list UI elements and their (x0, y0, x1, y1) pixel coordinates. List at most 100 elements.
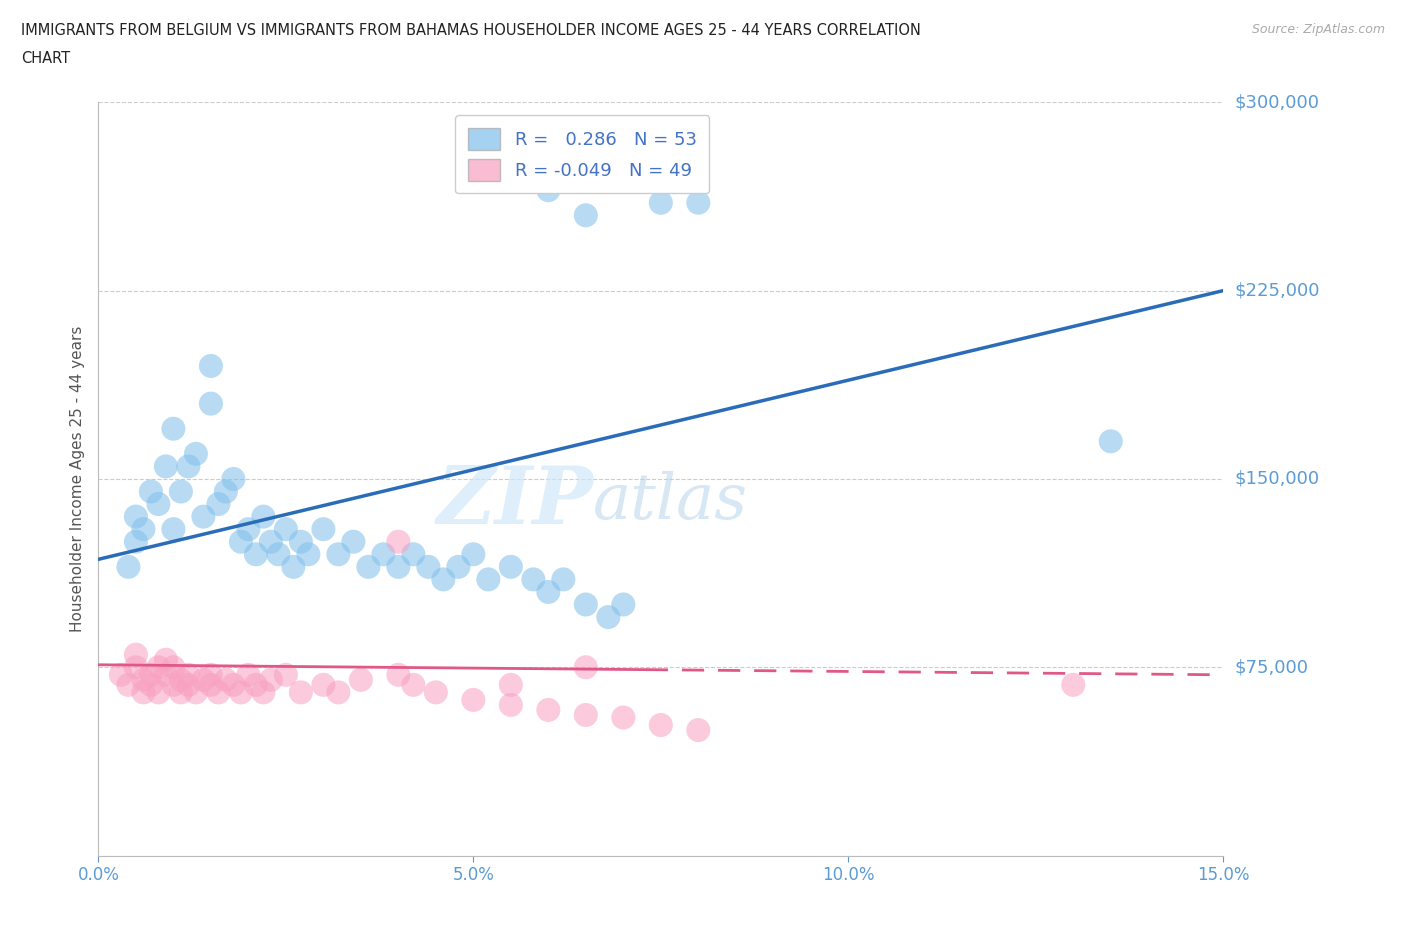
Point (139, 484, 162, 498)
Point (139, 677, 162, 692)
Point (229, 684, 252, 700)
Point (328, 547, 350, 562)
Point (387, 534, 409, 549)
Text: IMMIGRANTS FROM BELGIUM VS IMMIGRANTS FROM BAHAMAS HOUSEHOLDER INCOME AGES 25 - : IMMIGRANTS FROM BELGIUM VS IMMIGRANTS FR… (21, 23, 921, 38)
Point (432, 572, 454, 587)
Point (447, 559, 470, 574)
Point (238, 522, 260, 537)
Point (1099, 433, 1122, 449)
Point (200, 396, 222, 411)
Point (184, 446, 207, 461)
Point (170, 484, 193, 498)
Point (537, 702, 560, 717)
Point (350, 672, 373, 687)
Point (110, 668, 132, 683)
Point (162, 677, 184, 692)
Point (688, 723, 710, 737)
Point (155, 668, 177, 683)
Point (650, 718, 672, 733)
Point (222, 472, 245, 486)
Point (402, 677, 425, 692)
Point (148, 684, 170, 700)
Point (575, 660, 598, 675)
Point (267, 547, 290, 562)
Point (184, 684, 207, 700)
Point (155, 459, 177, 474)
Point (499, 559, 522, 574)
Point (148, 497, 170, 512)
Text: Source: ZipAtlas.com: Source: ZipAtlas.com (1251, 23, 1385, 36)
Point (132, 522, 155, 537)
Point (162, 660, 184, 675)
Point (132, 672, 155, 687)
Point (499, 698, 522, 712)
Point (575, 597, 598, 612)
Point (170, 684, 193, 700)
Point (245, 547, 267, 562)
Point (290, 684, 312, 700)
Point (245, 677, 267, 692)
Point (418, 559, 440, 574)
Point (387, 559, 409, 574)
Point (125, 660, 148, 675)
Point (162, 421, 184, 436)
Point (193, 672, 215, 687)
Point (238, 668, 260, 683)
Point (650, 195, 672, 210)
Text: $225,000: $225,000 (1234, 282, 1320, 299)
Point (260, 672, 283, 687)
Point (177, 677, 200, 692)
Point (274, 522, 297, 537)
Y-axis label: Householder Income Ages 25 - 44 years: Householder Income Ages 25 - 44 years (69, 326, 84, 632)
Point (274, 668, 297, 683)
Point (537, 182, 560, 198)
Point (215, 484, 238, 498)
Point (463, 693, 485, 708)
Point (125, 510, 148, 525)
Point (477, 572, 499, 587)
Point (139, 668, 162, 683)
Point (260, 534, 283, 549)
Point (357, 559, 380, 574)
Point (612, 711, 634, 725)
Point (283, 559, 305, 574)
Point (170, 672, 193, 687)
Point (612, 597, 634, 612)
Point (499, 677, 522, 692)
Point (312, 522, 335, 537)
Point (155, 652, 177, 667)
Point (207, 684, 229, 700)
Point (328, 684, 350, 700)
Point (125, 647, 148, 662)
Point (193, 510, 215, 525)
Point (575, 708, 598, 723)
Point (312, 677, 335, 692)
Point (537, 585, 560, 600)
Point (207, 497, 229, 512)
Point (387, 668, 409, 683)
Point (132, 684, 155, 700)
Point (200, 677, 222, 692)
Point (222, 677, 245, 692)
Legend: R =   0.286   N = 53, R = -0.049   N = 49: R = 0.286 N = 53, R = -0.049 N = 49 (456, 115, 709, 193)
Point (553, 572, 575, 587)
Point (499, 170, 522, 185)
Point (598, 610, 620, 625)
Point (125, 534, 148, 549)
Point (373, 547, 395, 562)
Point (252, 684, 274, 700)
Point (252, 510, 274, 525)
Text: $150,000: $150,000 (1234, 470, 1319, 488)
Text: ZIP: ZIP (436, 463, 593, 540)
Text: $75,000: $75,000 (1234, 658, 1309, 676)
Point (402, 547, 425, 562)
Point (425, 684, 447, 700)
Text: CHART: CHART (21, 51, 70, 66)
Point (342, 534, 364, 549)
Point (522, 572, 544, 587)
Point (575, 208, 598, 223)
Point (200, 668, 222, 683)
Point (290, 534, 312, 549)
Text: atlas: atlas (593, 471, 748, 532)
Point (200, 359, 222, 374)
